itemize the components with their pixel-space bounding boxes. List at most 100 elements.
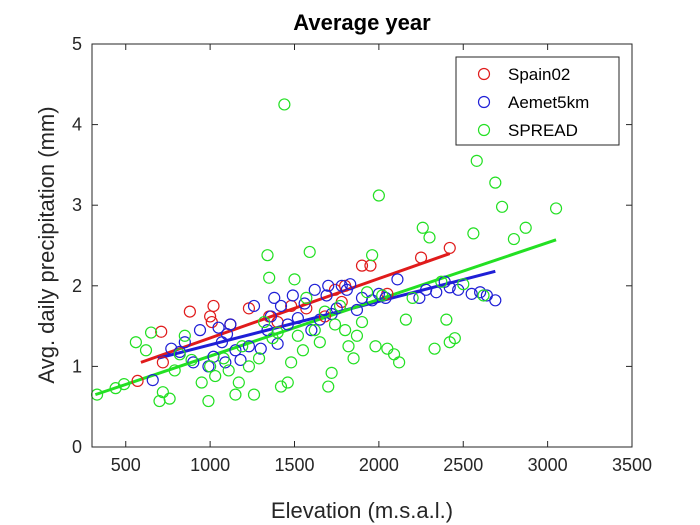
x-tick-label: 500 — [111, 455, 141, 475]
data-point — [308, 283, 321, 296]
data-point — [234, 353, 247, 367]
data-point — [428, 342, 441, 355]
x-axis-label: Elevation (m.s.a.l.) — [271, 498, 453, 523]
data-point — [330, 302, 343, 315]
data-point — [477, 289, 490, 302]
data-point — [185, 353, 198, 367]
data-point — [369, 340, 382, 353]
data-point — [507, 232, 520, 246]
data-point — [168, 364, 181, 377]
data-point — [333, 299, 347, 313]
data-point — [318, 305, 331, 318]
data-point — [549, 202, 563, 215]
data-point — [457, 278, 470, 291]
x-tick-label: 3500 — [612, 455, 652, 475]
data-point — [350, 303, 364, 317]
fit-line-spain02 — [140, 252, 451, 364]
axes: 500 1000 1500 2000 2500 3000 3500 0 1 2 3 4 5 — [72, 34, 652, 475]
data-point — [355, 315, 369, 329]
y-tick-label: 3 — [72, 195, 82, 215]
data-point — [413, 291, 426, 304]
data-point — [286, 289, 299, 302]
data-point — [258, 315, 271, 329]
data-point — [440, 313, 453, 326]
data-point — [204, 360, 217, 373]
data-point — [131, 374, 144, 388]
data-point — [202, 394, 215, 408]
data-point — [448, 332, 461, 345]
data-point — [360, 286, 374, 299]
data-point — [261, 249, 274, 262]
data-point — [247, 388, 261, 401]
data-point — [344, 278, 357, 291]
data-point — [271, 326, 284, 339]
series-spread — [90, 98, 563, 408]
data-point — [155, 325, 168, 338]
data-point — [300, 291, 313, 304]
data-point — [207, 299, 220, 313]
data-point — [274, 299, 288, 313]
data-point — [474, 286, 487, 299]
data-point — [178, 329, 191, 342]
data-point — [414, 251, 428, 264]
legend-box — [455, 56, 620, 146]
data-point — [187, 356, 200, 369]
data-point — [291, 329, 304, 342]
data-point — [144, 326, 158, 339]
data-point — [222, 364, 235, 377]
data-point — [495, 200, 509, 213]
x-tick-label: 1500 — [274, 455, 314, 475]
data-point — [313, 336, 326, 349]
legend: Spain02 Aemet5km SPREAD — [455, 56, 620, 146]
y-tick-label: 2 — [72, 276, 82, 296]
data-point — [303, 245, 316, 259]
data-point — [416, 221, 429, 234]
data-point — [322, 279, 335, 292]
data-point — [163, 392, 176, 405]
legend-label-aemet5km: Aemet5km — [508, 93, 589, 112]
data-point — [470, 154, 483, 167]
data-point — [268, 291, 281, 304]
data-point — [229, 344, 242, 357]
data-point — [308, 324, 321, 337]
data-point — [217, 352, 230, 365]
data-point — [391, 273, 404, 286]
data-point — [443, 281, 456, 294]
data-point — [366, 249, 379, 262]
legend-marker-spread — [477, 123, 491, 137]
x-tick-label: 1000 — [190, 455, 230, 475]
data-point — [195, 376, 208, 389]
data-point — [229, 388, 242, 401]
data-point — [146, 374, 159, 387]
data-point — [183, 305, 196, 318]
data-point — [156, 356, 169, 369]
data-point — [288, 273, 301, 286]
data-point — [489, 176, 502, 189]
data-point — [242, 340, 256, 353]
data-points — [90, 98, 563, 408]
data-point — [117, 378, 131, 391]
data-point — [489, 294, 502, 307]
data-point — [178, 336, 191, 349]
data-point — [296, 344, 310, 357]
data-point — [423, 231, 436, 244]
data-point — [406, 291, 419, 304]
data-point — [379, 291, 392, 304]
data-point — [519, 221, 532, 234]
x-tick-label: 3000 — [528, 455, 568, 475]
data-point — [399, 313, 412, 326]
data-point — [247, 299, 261, 313]
data-point — [129, 336, 142, 349]
data-point — [285, 356, 298, 369]
data-point — [325, 366, 338, 379]
data-point — [242, 360, 256, 373]
data-point — [298, 297, 311, 310]
data-point — [209, 369, 222, 383]
data-point — [254, 342, 267, 355]
data-point — [467, 227, 480, 240]
x-tick-label: 2500 — [443, 455, 483, 475]
data-point — [372, 189, 385, 202]
data-point — [281, 376, 294, 389]
data-point — [393, 356, 406, 369]
